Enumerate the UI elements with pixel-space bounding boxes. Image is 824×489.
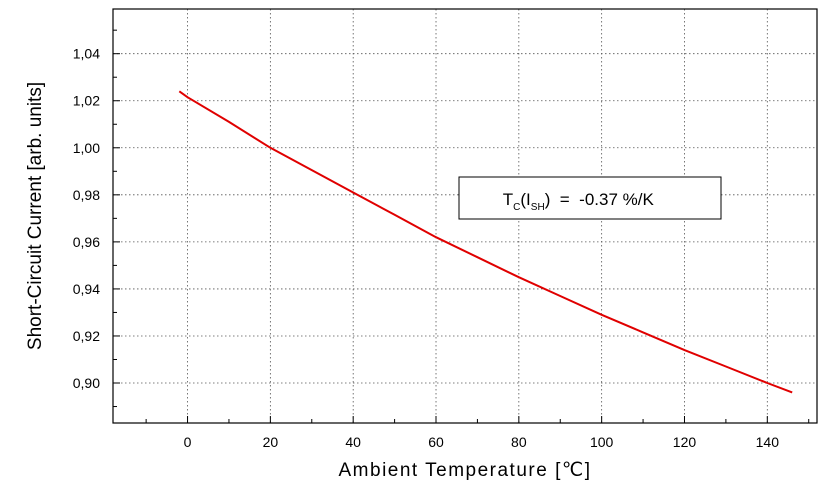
y-tick-label: 1,02 xyxy=(73,93,100,109)
y-tick-label: 1,04 xyxy=(73,46,100,62)
temperature-coefficient-annotation: TC(ISH) = -0.37 %/K xyxy=(458,176,722,220)
annotation-part-sh: SH xyxy=(531,202,545,213)
plot-frame xyxy=(112,8,818,424)
series-line xyxy=(178,90,793,394)
annotation-part-c: C xyxy=(513,202,520,213)
x-tick-label: 120 xyxy=(673,434,697,450)
annotation-part-value: ) = -0.37 %/K xyxy=(545,190,655,209)
annotation-box xyxy=(458,176,722,220)
y-tick-label: 0,92 xyxy=(73,328,100,344)
y-tick-label: 1,00 xyxy=(73,140,100,156)
annotation-text: TC(ISH) = -0.37 %/K xyxy=(470,190,677,213)
y-tick-label: 0,90 xyxy=(73,375,100,391)
annotation-part-i: (I xyxy=(520,190,530,209)
x-tick-label: 60 xyxy=(428,434,444,450)
x-tick-label: 20 xyxy=(263,434,279,450)
series-layer xyxy=(178,90,793,394)
tick-labels: 0 20 40 60 80 100 120 140 0,90 0,92 0,94 0,96 0,98 1,… xyxy=(73,46,779,450)
x-tick-label: 0 xyxy=(184,434,192,450)
axis-ticks xyxy=(113,29,810,423)
x-tick-label: 80 xyxy=(511,434,527,450)
x-tick-label: 140 xyxy=(756,434,780,450)
annotation-part-t: T xyxy=(503,190,513,209)
x-tick-label: 40 xyxy=(345,434,361,450)
y-tick-label: 0,94 xyxy=(73,281,100,297)
x-axis-title: Ambient Temperature [℃] xyxy=(339,460,592,481)
y-axis-title: Short-Circuit Current [arb. units] xyxy=(25,82,46,350)
y-tick-label: 0,96 xyxy=(73,234,100,250)
x-tick-label: 100 xyxy=(590,434,614,450)
y-tick-label: 0,98 xyxy=(73,187,100,203)
